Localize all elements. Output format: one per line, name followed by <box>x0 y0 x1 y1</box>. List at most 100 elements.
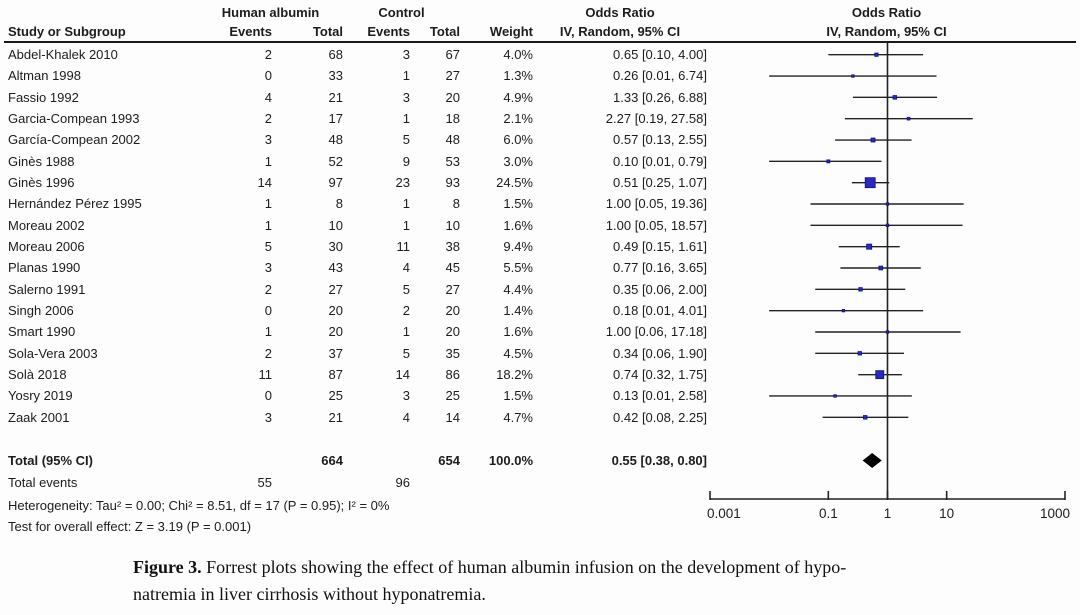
treatment-events: 2 <box>264 47 272 63</box>
study-row: Garcia-Compean 1993 2 17 1 18 2.1% 2.27 [0.19,… <box>0 108 707 129</box>
study-row: Moreau 2002 1 10 1 10 1.6% 1.00 [0.05, 18.57] <box>0 215 707 236</box>
study-row: Sola-Vera 2003 2 37 5 35 4.5% 0.34 [0.06, 1.90… <box>0 343 707 364</box>
weight-percent: 4.0% <box>503 47 533 63</box>
weight-percent: 4.7% <box>503 409 533 425</box>
treatment-events: 0 <box>264 303 272 319</box>
treatment-total: 20 <box>328 303 343 319</box>
or-square <box>875 370 885 380</box>
treatment-events: 1 <box>264 217 272 233</box>
treatment-events: 2 <box>264 111 272 127</box>
column-header-weight: Weight <box>489 24 533 39</box>
column-header-events-control: Events <box>367 24 410 39</box>
treatment-events: 3 <box>264 260 272 276</box>
control-events: 1 <box>402 196 410 212</box>
treatment-total: 21 <box>328 89 343 105</box>
control-events: 5 <box>402 281 410 297</box>
x-axis-tick-label: 1 <box>884 506 892 521</box>
treatment-events: 3 <box>264 409 272 425</box>
study-name: Garcia-Compean 1993 <box>8 111 140 127</box>
control-total: 93 <box>445 175 460 191</box>
or-ci-text: 0.65 [0.10, 4.00] <box>613 47 707 63</box>
or-square <box>833 394 837 398</box>
treatment-total: 27 <box>328 281 343 297</box>
or-ci-text: 1.00 [0.05, 18.57] <box>605 217 707 233</box>
study-row: Planas 1990 3 43 4 45 5.5% 0.77 [0.16, 3.65] <box>0 257 707 278</box>
weight-percent: 4.5% <box>503 345 533 361</box>
x-axis-tick-label: 10 <box>939 506 954 521</box>
total-events-row: Total events 55 96 <box>0 472 707 493</box>
control-total: 27 <box>445 68 460 84</box>
or-square <box>826 159 831 164</box>
or-square <box>885 330 890 334</box>
study-row: Moreau 2006 5 30 11 38 9.4% 0.49 [0.15, 1.61] <box>0 236 707 257</box>
treatment-total: 21 <box>328 409 343 425</box>
or-square <box>866 243 873 250</box>
x-axis-tick-label: 0.1 <box>819 506 838 521</box>
or-square <box>870 137 876 143</box>
or-square <box>851 74 855 78</box>
total-events-label: Total events <box>8 475 78 490</box>
weight-percent: 4.9% <box>503 89 533 105</box>
or-ci-text: 0.18 [0.01, 4.01] <box>613 303 707 319</box>
or-ci-text: 0.13 [0.01, 2.58] <box>613 388 707 404</box>
or-ci-text: 1.33 [0.26, 6.88] <box>613 89 707 105</box>
or-ci-text: 1.00 [0.06, 17.18] <box>605 324 707 340</box>
weight-percent: 1.6% <box>503 217 533 233</box>
control-events: 2 <box>402 303 410 319</box>
column-header-events-treatment: Events <box>229 24 272 39</box>
total-n-treatment: 664 <box>321 453 343 468</box>
study-row: Altman 1998 0 33 1 27 1.3% 0.26 [0.01, 6.74] <box>0 65 707 86</box>
study-row: García-Compean 2002 3 48 5 48 6.0% 0.57 [0.13,… <box>0 129 707 150</box>
or-square <box>906 116 911 121</box>
or-square <box>874 52 879 57</box>
treatment-total: 20 <box>328 324 343 340</box>
study-name: García-Compean 2002 <box>8 132 141 148</box>
study-name: Zaak 2001 <box>8 409 70 425</box>
or-square <box>841 309 846 313</box>
control-total: 38 <box>445 239 460 255</box>
column-header-total-treatment: Total <box>312 24 343 39</box>
control-events: 4 <box>402 260 410 276</box>
study-name: Ginès 1988 <box>8 153 75 169</box>
treatment-total: 30 <box>328 239 343 255</box>
treatment-events: 1 <box>264 153 272 169</box>
treatment-events: 2 <box>264 281 272 297</box>
control-total: 25 <box>445 388 460 404</box>
weight-percent: 1.6% <box>503 324 533 340</box>
weight-percent: 1.5% <box>503 196 533 212</box>
study-row: Zaak 2001 3 21 4 14 4.7% 0.42 [0.08, 2.25] <box>0 407 707 428</box>
treatment-total: 10 <box>328 217 343 233</box>
study-row: Salerno 1991 2 27 5 27 4.4% 0.35 [0.06, 2.00] <box>0 279 707 300</box>
study-name: Abdel-Khalek 2010 <box>8 47 118 63</box>
total-n-control: 654 <box>438 453 460 468</box>
study-name: Yosry 2019 <box>8 388 73 404</box>
treatment-events: 1 <box>264 196 272 212</box>
weight-percent: 4.4% <box>503 281 533 297</box>
odds-ratio-header-text: Odds Ratio <box>585 5 655 20</box>
study-name: Smart 1990 <box>8 324 76 340</box>
control-total: 20 <box>445 324 460 340</box>
weight-percent: 18.2% <box>496 367 533 383</box>
treatment-total: 37 <box>328 345 343 361</box>
caption-label: Figure 3. <box>133 557 202 577</box>
treatment-total: 48 <box>328 132 343 148</box>
control-events: 3 <box>402 47 410 63</box>
column-header-total-control: Total <box>429 24 460 39</box>
study-name: Planas 1990 <box>8 260 81 276</box>
study-name: Ginès 1996 <box>8 175 75 191</box>
treatment-total: 68 <box>328 47 343 63</box>
control-total: 67 <box>445 47 460 63</box>
control-total: 27 <box>445 281 460 297</box>
treatment-events: 2 <box>264 345 272 361</box>
treatment-total: 43 <box>328 260 343 276</box>
control-events: 5 <box>402 345 410 361</box>
treatment-total: 97 <box>328 175 343 191</box>
control-events: 3 <box>402 89 410 105</box>
treatment-events: 1 <box>264 324 272 340</box>
treatment-events: 5 <box>264 239 272 255</box>
treatment-total: 8 <box>335 196 343 212</box>
treatment-events: 4 <box>264 89 272 105</box>
or-square <box>857 351 862 356</box>
total-events-treatment: 55 <box>257 475 272 490</box>
control-total: 35 <box>445 345 460 361</box>
